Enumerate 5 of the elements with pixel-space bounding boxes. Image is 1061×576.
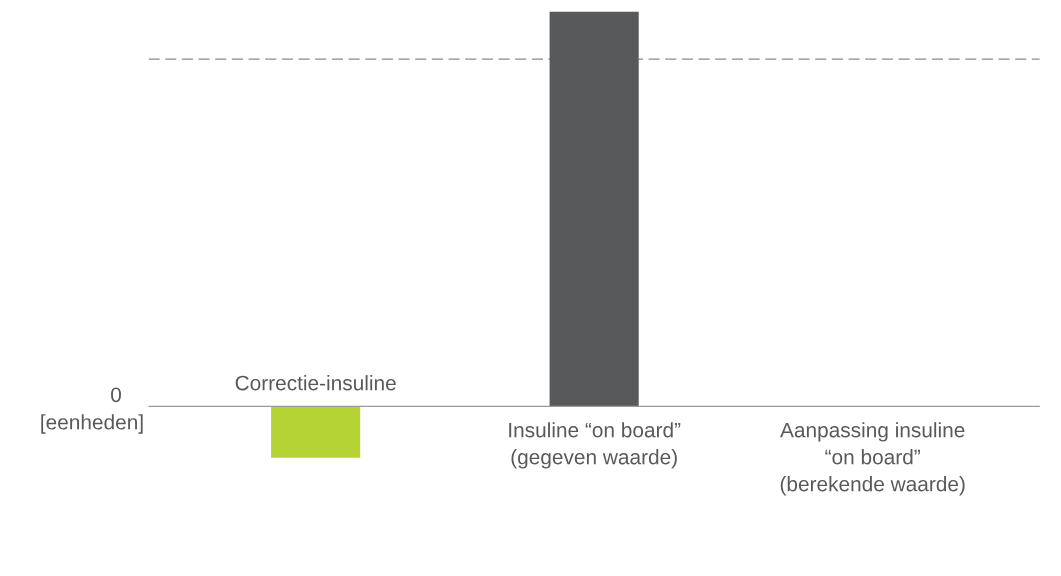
x-tick-label: Insuline “on board” (gegeven waarde) <box>509 422 681 469</box>
x-tick-label: Correctie-insuline <box>235 375 396 391</box>
y-axis-title: [eenheden] <box>41 414 143 434</box>
text: 0 <box>111 387 121 403</box>
x-tick-label: Aanpassing insuline “on board” (berekende waarde) <box>780 422 965 496</box>
